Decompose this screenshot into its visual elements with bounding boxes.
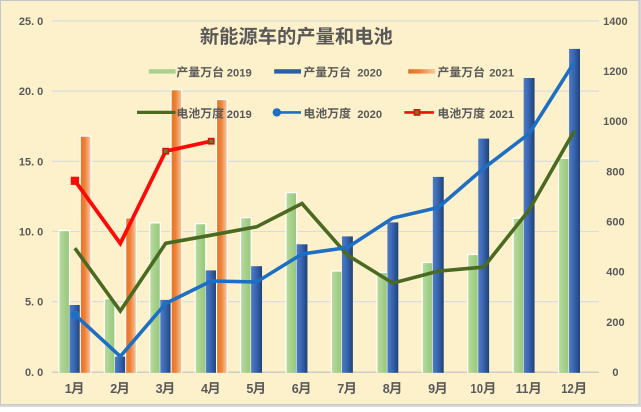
svg-text:7: 7 <box>337 382 344 396</box>
svg-text:1: 1 <box>65 382 72 396</box>
svg-text:2021: 2021 <box>489 68 514 80</box>
svg-text:1400: 1400 <box>603 16 627 28</box>
svg-text:12: 12 <box>561 382 574 396</box>
svg-text:400: 400 <box>606 267 624 279</box>
svg-text:2019: 2019 <box>227 68 252 80</box>
svg-text:10. 0: 10. 0 <box>19 227 43 239</box>
svg-text:1200: 1200 <box>603 66 627 78</box>
svg-text:6: 6 <box>292 382 299 396</box>
svg-text:600: 600 <box>606 217 624 229</box>
svg-text:25. 0: 25. 0 <box>19 16 43 28</box>
svg-text:20. 0: 20. 0 <box>19 86 43 98</box>
svg-text:4: 4 <box>201 382 208 396</box>
svg-text:200: 200 <box>606 317 624 329</box>
svg-text:5: 5 <box>246 382 253 396</box>
svg-text:5. 0: 5. 0 <box>25 297 43 309</box>
svg-text:2019: 2019 <box>227 109 252 121</box>
svg-text:0: 0 <box>612 367 618 379</box>
svg-text:2021: 2021 <box>489 109 514 121</box>
svg-text:15. 0: 15. 0 <box>19 156 43 168</box>
svg-text:1000: 1000 <box>603 116 627 128</box>
svg-text:9: 9 <box>428 382 435 396</box>
svg-text:800: 800 <box>606 166 624 178</box>
svg-text:8: 8 <box>383 382 390 396</box>
svg-text:0. 0: 0. 0 <box>25 367 43 379</box>
svg-text:2020: 2020 <box>357 109 382 121</box>
svg-text:3: 3 <box>156 382 163 396</box>
svg-text:2: 2 <box>110 382 117 396</box>
svg-text:10: 10 <box>470 382 483 396</box>
svg-text:11: 11 <box>516 382 529 396</box>
svg-text:2020: 2020 <box>357 68 382 80</box>
